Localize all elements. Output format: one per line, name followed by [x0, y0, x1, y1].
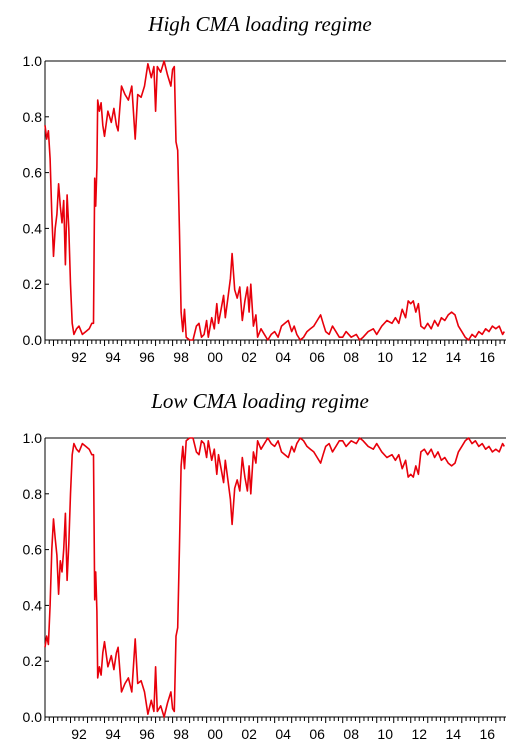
x-tick-label: 92: [71, 726, 87, 742]
x-tick-label: 98: [173, 726, 189, 742]
x-tick-label: 06: [309, 726, 325, 742]
y-tick-label: 0.8: [23, 109, 43, 125]
x-axis: 92 94 96 98 00 02 04 06 08 10 12 14 16: [44, 717, 505, 742]
series-layer: [44, 437, 505, 718]
x-axis: 92 94 96 98 00 02 04 06 08 10 12 14 16: [44, 340, 505, 365]
chart-panel-low-cma: Low CMA loading regime 0.0 0.2 0.4 0.6 0.8 1.…: [23, 389, 506, 742]
y-tick-label: 1.0: [23, 430, 43, 446]
x-tick-label: 94: [105, 726, 121, 742]
y-tick-label: 0.2: [23, 276, 43, 292]
y-tick-label: 0.0: [23, 709, 43, 725]
x-tick-label: 16: [479, 726, 495, 742]
series-line: [44, 60, 505, 341]
y-tick-label: 0.2: [23, 653, 43, 669]
x-tick-label: 00: [207, 349, 223, 365]
series-line: [44, 437, 505, 718]
x-tick-label: 12: [411, 726, 427, 742]
y-tick-label: 0.6: [23, 165, 43, 181]
x-tick-label: 12: [411, 349, 427, 365]
x-tick-label: 06: [309, 349, 325, 365]
x-tick-label: 08: [343, 349, 359, 365]
x-tick-label: 14: [445, 726, 461, 742]
y-tick-label: 0.0: [23, 332, 43, 348]
x-tick-label: 96: [139, 726, 155, 742]
x-tick-label: 02: [241, 349, 257, 365]
x-tick-label: 16: [479, 349, 495, 365]
x-tick-label: 10: [377, 349, 393, 365]
axis-lines: [44, 437, 506, 718]
y-axis: 0.0 0.2 0.4 0.6 0.8 1.0: [23, 430, 49, 725]
x-tick-label: 00: [207, 726, 223, 742]
y-tick-label: 0.4: [23, 597, 43, 613]
x-tick-label: 10: [377, 726, 393, 742]
x-tick-label: 14: [445, 349, 461, 365]
y-tick-label: 1.0: [23, 53, 43, 69]
x-tick-label: 04: [275, 349, 291, 365]
x-tick-label: 92: [71, 349, 87, 365]
x-tick-label: 08: [343, 726, 359, 742]
chart-title: Low CMA loading regime: [150, 389, 369, 413]
y-tick-label: 0.4: [23, 220, 43, 236]
y-tick-label: 0.8: [23, 486, 43, 502]
y-axis: 0.0 0.2 0.4 0.6 0.8 1.0: [23, 53, 49, 348]
x-tick-label: 02: [241, 726, 257, 742]
x-tick-label: 04: [275, 726, 291, 742]
x-tick-label: 98: [173, 349, 189, 365]
x-tick-label: 94: [105, 349, 121, 365]
x-tick-label: 96: [139, 349, 155, 365]
chart-title: High CMA loading regime: [147, 12, 371, 36]
chart-panel-high-cma: High CMA loading regime 0.0 0.2 0.4 0.6 0.8 1…: [23, 12, 506, 365]
y-tick-label: 0.6: [23, 542, 43, 558]
axis-lines: [44, 60, 506, 341]
series-layer: [44, 60, 505, 341]
